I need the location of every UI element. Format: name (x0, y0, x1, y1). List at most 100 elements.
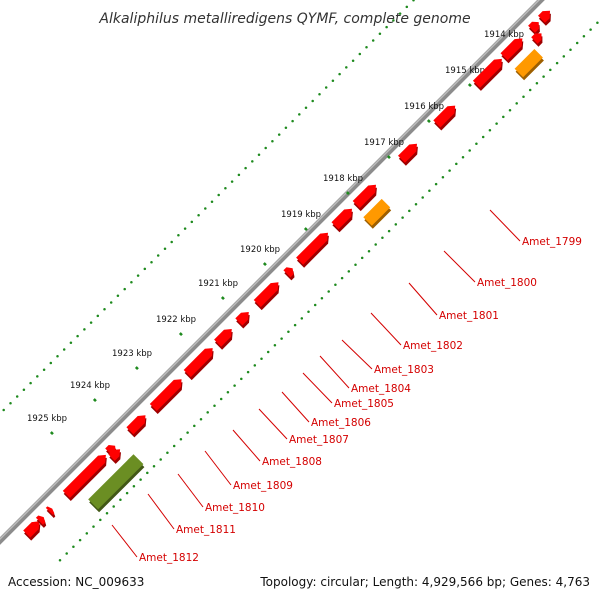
gene-label: Amet_1811 (176, 524, 236, 536)
feature-dot (575, 41, 579, 45)
feature-dot (448, 169, 451, 172)
scale-dot (204, 207, 207, 210)
scale-tick-label: 1918 kbp (323, 174, 363, 184)
gene-label: Amet_1809 (233, 480, 293, 492)
feature-dot (72, 545, 75, 549)
feature-dot (186, 431, 189, 434)
scale-dot (244, 166, 247, 170)
gene-label: Amet_1800 (477, 277, 537, 289)
feature-dot (213, 404, 216, 407)
scale-dot (257, 153, 261, 156)
scale-dot (365, 45, 368, 49)
genome-backbone (0, 0, 545, 545)
gene-arrow (296, 232, 328, 265)
gene-arrow (472, 58, 502, 88)
scale-dot (371, 39, 375, 42)
gene-arrow (149, 379, 182, 411)
scale-tick-label: 1920 kbp (240, 245, 280, 255)
feature-dot (354, 263, 357, 266)
scale-tick-mark (178, 332, 183, 337)
scale-tick-mark (49, 431, 54, 436)
scale-dot (163, 247, 167, 251)
scale-dot (251, 160, 254, 163)
feature-dot (347, 270, 351, 273)
scale-dot (318, 93, 321, 96)
gene-arrow (398, 143, 417, 163)
scale-dot (291, 119, 294, 123)
scale-dot (15, 395, 19, 398)
feature-dot (240, 377, 243, 381)
gene-label: Amet_1802 (403, 340, 463, 352)
scale-dot (109, 301, 113, 304)
feature-dot (92, 525, 95, 528)
feature-dot (495, 122, 498, 125)
scale-dot (264, 146, 267, 150)
gene-arrow (331, 208, 352, 230)
feature-dot (549, 68, 552, 72)
scale-dot (62, 348, 66, 351)
gene-arrow (433, 105, 456, 128)
gene-leader-line (489, 209, 521, 242)
scale-dot (271, 140, 274, 143)
scale-tick-mark (262, 262, 267, 267)
scale-dot (358, 52, 362, 56)
feature-dot (85, 532, 89, 535)
gene-label: Amet_1806 (311, 417, 371, 429)
scale-dot (237, 173, 241, 177)
gene-arrow (23, 521, 40, 538)
feature-dot (112, 505, 115, 508)
gene-arrow-shadow (46, 509, 56, 518)
backbone-line (0, 0, 545, 545)
feature-dot (266, 350, 270, 354)
gene-arrow (253, 282, 279, 308)
scale-dot (89, 321, 93, 324)
scale-dot (123, 287, 126, 291)
feature-dot (522, 95, 525, 98)
gene-arrow (235, 312, 249, 326)
feature-dot (313, 303, 317, 307)
scale-dot (324, 86, 328, 89)
scale-dot (69, 341, 73, 345)
gene-arrow (35, 515, 46, 525)
gene-arrow (126, 415, 146, 435)
gene-arrow (283, 267, 294, 278)
feature-dot (428, 189, 431, 193)
feature-dot (596, 21, 599, 25)
feature-dot (394, 223, 398, 226)
feature-dot (105, 511, 109, 515)
feature-dot (488, 129, 492, 132)
scale-tick-label: 1921 kbp (198, 279, 238, 289)
feature-dot (280, 337, 283, 340)
scale-dot (29, 381, 32, 385)
scale-tick-mark (386, 155, 391, 160)
feature-dot (172, 444, 176, 448)
scale-dot (197, 213, 200, 217)
gene-leader-line (111, 524, 138, 558)
scale-dot (103, 307, 106, 311)
gene-leader-line (370, 312, 402, 346)
scale-ticks: 1914 kbp 1915 kbp 1916 kbp 1917 kbp 1918 kbp… (27, 30, 524, 436)
feature-dot (260, 357, 263, 360)
scale-dot (284, 126, 288, 130)
scale-dot (36, 375, 39, 378)
scale-dot (298, 113, 301, 116)
scale-dot (331, 79, 335, 83)
gene-leader-line (341, 339, 373, 370)
gene-leader-line (204, 450, 232, 486)
scale-dot (83, 328, 86, 331)
gene-leader-line (281, 391, 310, 423)
scale-tick-label: 1916 kbp (404, 102, 444, 112)
feature-box-olive (88, 454, 144, 510)
scale-dot (190, 220, 194, 224)
scale-dot (130, 281, 133, 284)
feature-dot (569, 48, 572, 51)
feature-dot (320, 297, 324, 300)
outer-scale-dots (2, 0, 415, 412)
scale-dot (412, 0, 415, 2)
gene-label: Amet_1808 (262, 456, 322, 468)
gene-leader-line (408, 282, 438, 316)
feature-dot (99, 518, 102, 522)
gene-arrow (500, 38, 523, 61)
feature-dot (434, 182, 438, 186)
feature-dot (528, 88, 532, 92)
